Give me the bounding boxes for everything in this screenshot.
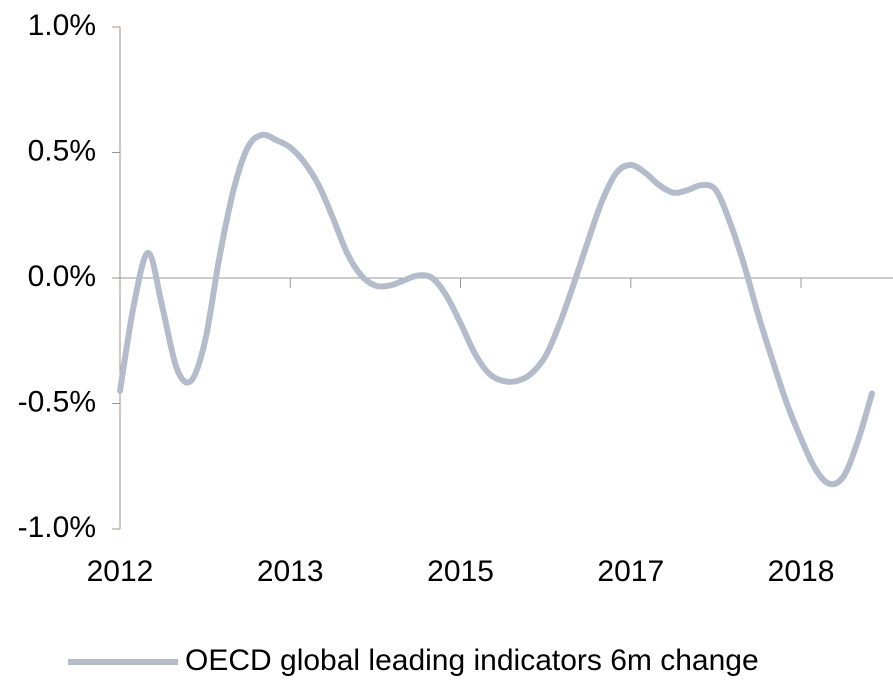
series-line <box>117 131 875 488</box>
x-tick-label: 2015 <box>427 555 494 588</box>
x-tick-label: 2013 <box>257 555 324 588</box>
legend-label: OECD global leading indicators 6m change <box>185 644 759 677</box>
x-tick-label: 2017 <box>597 555 664 588</box>
x-tick-label: 2018 <box>768 555 835 588</box>
y-tick-label: 0.0% <box>28 260 96 293</box>
y-tick-label: 0.5% <box>28 134 96 167</box>
y-tick-label: 1.0% <box>28 9 96 42</box>
y-tick-label: -0.5% <box>18 385 96 418</box>
y-tick-label: -1.0% <box>18 511 96 544</box>
x-tick-label: 2012 <box>87 555 154 588</box>
